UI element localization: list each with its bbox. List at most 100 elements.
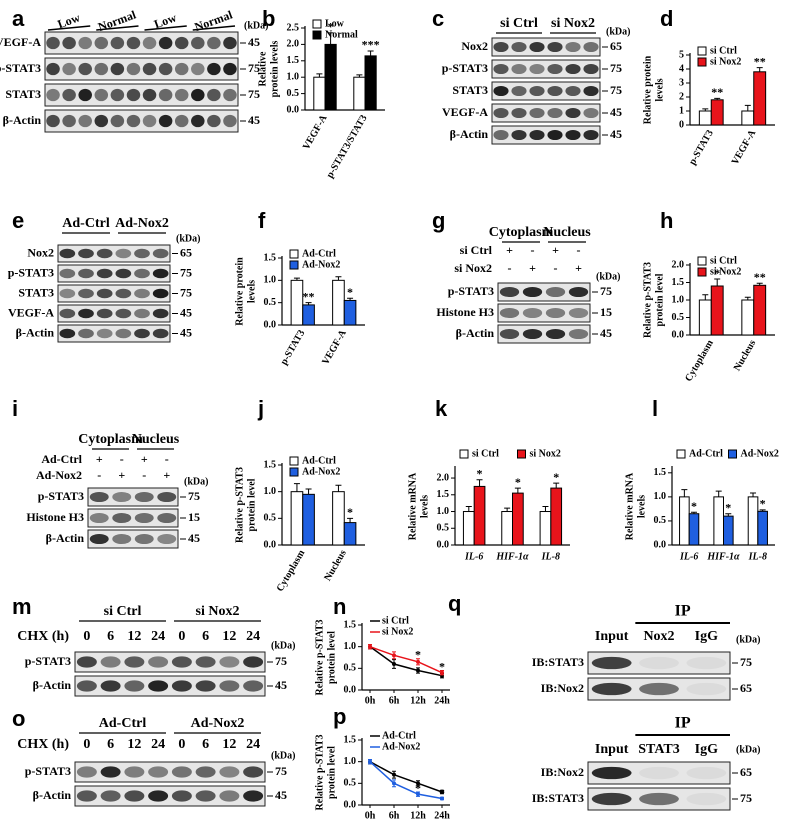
y-axis-label: levels <box>654 78 665 101</box>
y-tick-label: 0.5 <box>654 515 667 526</box>
bar <box>753 71 767 126</box>
blot-band <box>134 288 150 299</box>
error-bar <box>744 104 751 111</box>
blot-band <box>96 288 113 299</box>
line <box>369 761 443 793</box>
blot-band <box>115 288 132 299</box>
legend-label: si Nox2 <box>530 448 561 459</box>
error-bar <box>759 509 766 512</box>
blot-band <box>639 656 679 670</box>
row-label: STAT3 <box>452 83 488 97</box>
y-tick-label: 2.5 <box>287 22 300 33</box>
marker-label: 75 <box>180 265 192 279</box>
blot-band <box>686 766 727 780</box>
error-bar <box>327 32 334 45</box>
marker-label: 65 <box>740 765 752 779</box>
y-tick-label: 0.5 <box>437 523 450 534</box>
lane-label: Input <box>595 629 629 644</box>
bar <box>539 511 552 546</box>
x-tick-label: Cytoplasm <box>683 338 716 384</box>
row-label: p-STAT3 <box>448 284 494 298</box>
blot-band <box>529 41 545 53</box>
blot-band <box>157 491 177 503</box>
time-label: 6 <box>202 737 209 752</box>
bar <box>290 279 304 326</box>
bar <box>741 110 755 126</box>
y-tick-label: 2 <box>679 91 684 102</box>
significance: * <box>347 285 353 299</box>
blot-band <box>100 766 121 778</box>
group-label: Ad-Ctrl <box>99 716 147 731</box>
blot-band <box>568 328 589 340</box>
blot-band <box>152 308 169 319</box>
y-tick-label: 2.0 <box>287 39 300 50</box>
blot-band <box>152 248 169 259</box>
legend-swatch <box>459 449 469 459</box>
row-label: β-Actin <box>33 678 72 692</box>
group-label: Cytoplasm <box>78 432 143 447</box>
y-tick-label: 1.5 <box>264 252 277 263</box>
blot-band <box>112 533 132 545</box>
blot-band <box>124 790 145 802</box>
y-axis-label: Relative p-STAT3 <box>234 467 245 543</box>
time-label: 6 <box>107 737 114 752</box>
bar <box>343 299 357 326</box>
significance: * <box>477 466 483 480</box>
legend-swatch <box>289 456 299 466</box>
bar <box>688 513 700 546</box>
time-label: 12 <box>222 629 236 644</box>
blot-band <box>157 512 177 524</box>
blot-band <box>134 328 150 339</box>
blot-band <box>78 88 92 102</box>
error-bar <box>305 302 312 305</box>
condition-sign: - <box>165 452 169 466</box>
error-bar <box>335 484 342 492</box>
panel-letter: a <box>12 6 25 31</box>
blot-band <box>568 286 589 298</box>
marker-label: 45 <box>188 531 200 545</box>
blot-band <box>191 62 205 76</box>
y-tick-label: 1.0 <box>654 491 667 502</box>
blot-band <box>529 129 545 141</box>
x-tick-label: IL-6 <box>464 551 483 562</box>
error-bar <box>750 492 757 497</box>
bar <box>512 492 524 546</box>
condition-label: si Nox2 <box>454 261 492 275</box>
panel-letter: i <box>12 396 18 421</box>
error-bar <box>702 294 709 300</box>
blot-band <box>547 107 563 119</box>
blot-band <box>493 107 509 119</box>
blot-band <box>686 792 727 806</box>
legend-swatch <box>312 19 322 29</box>
blot-band <box>134 248 150 259</box>
time-label: 12 <box>127 629 141 644</box>
y-axis-label: levels <box>636 495 647 518</box>
row-label: VEGF-A <box>8 305 54 319</box>
y-tick-label: 1.5 <box>437 489 450 500</box>
lane-label: STAT3 <box>638 742 680 757</box>
significance: * <box>714 266 720 280</box>
row-label: Nox2 <box>27 245 54 259</box>
x-tick-label: Nucleus <box>322 548 349 583</box>
blot-strip <box>497 303 591 323</box>
marker-label: 45 <box>275 788 287 802</box>
error-bar <box>476 479 483 487</box>
x-tick-label: Cytoplasm <box>275 548 308 594</box>
significance: ** <box>754 54 766 68</box>
condition-label: si Ctrl <box>460 243 493 257</box>
blot-band <box>493 85 509 97</box>
blot-band <box>134 268 150 279</box>
legend-label: si Ctrl <box>710 45 737 56</box>
time-label: 24 <box>246 737 260 752</box>
x-tick-label: p-STAT3 <box>687 128 716 167</box>
row-label: STAT3 <box>18 285 54 299</box>
blot-band <box>96 248 113 259</box>
significance: * <box>760 497 766 511</box>
time-label: 24 <box>151 629 165 644</box>
error-bar <box>702 108 709 111</box>
y-tick-label: 0.5 <box>264 297 277 308</box>
error-bar <box>690 511 697 514</box>
blot-band <box>59 248 76 259</box>
y-tick-label: 1.0 <box>344 641 357 652</box>
y-axis-label: protein level <box>326 631 337 684</box>
